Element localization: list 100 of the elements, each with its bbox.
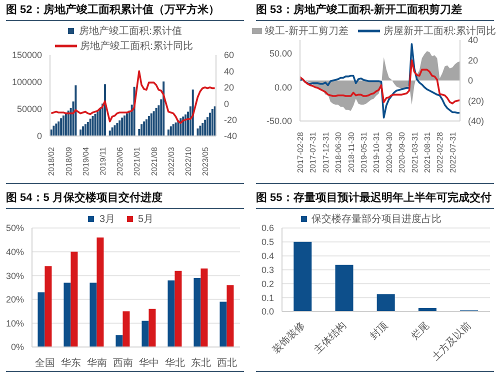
bar: [90, 282, 97, 347]
x-tick-label: 2022/03: [166, 146, 176, 176]
y2-tick-label: 0: [468, 76, 474, 86]
y-tick-label: 20%: [6, 294, 24, 305]
bar: [108, 130, 111, 136]
y2-tick-label: 20: [224, 82, 234, 93]
bar: [124, 115, 126, 136]
y2-tick-label: -40: [224, 131, 238, 142]
x-tick-label: 2020/06: [116, 146, 125, 176]
line-series: [299, 59, 461, 104]
x-tick-label: 2018-11-30: [346, 131, 356, 172]
bar: [174, 122, 177, 136]
bar: [150, 113, 152, 136]
x-tick-label: 土方及以前: [430, 320, 474, 364]
bar: [50, 130, 52, 136]
y-tick-label: 0: [36, 131, 42, 142]
y-tick-label: 10%: [6, 318, 24, 328]
bar: [140, 124, 143, 136]
bar: [58, 121, 60, 136]
bar: [376, 294, 395, 312]
y-tick-label: 50.00: [269, 48, 292, 59]
y-tick-label: 0.0: [261, 306, 274, 317]
bar: [84, 124, 86, 136]
x-tick-label: 2017-07-31: [308, 131, 318, 173]
bar: [148, 308, 156, 347]
x-tick-label: 2023/05: [201, 146, 210, 176]
x-tick-label: 装饰装修: [270, 320, 308, 356]
bar: [116, 335, 123, 347]
bar: [170, 126, 172, 136]
x-tick-label: 烂尾: [409, 320, 432, 342]
y-tick-label: 0.6: [261, 223, 274, 234]
bar: [60, 118, 62, 136]
bar: [152, 111, 155, 136]
bar: [52, 126, 55, 136]
bar: [174, 270, 182, 347]
bar: [226, 285, 234, 347]
bar: [155, 108, 158, 136]
bar: [294, 242, 312, 312]
y2-tick-label: 60: [224, 50, 234, 60]
bar: [94, 114, 96, 136]
bar: [126, 113, 128, 136]
bar: [38, 292, 45, 347]
bar: [146, 119, 148, 136]
x-tick-label: 2022/10: [184, 146, 193, 176]
bar: [116, 123, 118, 136]
legend-label: 3月: [99, 213, 115, 226]
y-tick-label: 50000: [16, 104, 42, 114]
chart-title: 图 54：5 月保交楼项目交付进度: [6, 188, 244, 209]
bar: [89, 118, 92, 136]
x-tick-label: 华中: [139, 357, 159, 369]
x-tick-label: 2017-12-31: [321, 131, 330, 173]
bar: [62, 115, 64, 136]
bar: [220, 302, 227, 347]
y-tick-label: 0.3: [261, 264, 274, 275]
bar: [55, 124, 58, 136]
y-tick-label: 0.00: [274, 82, 292, 92]
legend-label: 房地产竣工面积:累计同比: [80, 40, 193, 53]
bar: [64, 113, 67, 136]
x-tick-label: 2018-06-30: [334, 131, 344, 173]
legend-label: 保交楼存量部分项目进度占比: [312, 212, 442, 226]
bar: [335, 264, 354, 312]
y-tick-label: 0.2: [261, 278, 274, 289]
y-tick-label: 50%: [6, 223, 24, 234]
x-tick-label: 2019/04: [81, 146, 90, 176]
bar: [172, 124, 174, 136]
bar: [202, 123, 204, 136]
bar: [196, 128, 199, 136]
bar: [114, 125, 116, 136]
y2-tick-label: 0: [224, 98, 230, 109]
x-tick-label: 2021-03-31: [410, 131, 420, 173]
bar: [142, 320, 149, 347]
chart-title: 图 52：房地产竣工面积累计值（万平方米）: [6, 0, 244, 21]
x-tick-label: 东北: [191, 357, 211, 369]
x-tick-label: 2021/08: [150, 146, 159, 176]
bar: [168, 280, 175, 347]
y-tick-label: 150000: [12, 50, 42, 60]
y-tick-label: 100000: [12, 77, 42, 88]
legend-label: 房屋新开工面积:累计同比: [383, 24, 496, 37]
x-tick-label: 2022-07-31: [448, 131, 458, 173]
x-tick-label: 2020-09-30: [398, 131, 407, 173]
bar: [111, 127, 114, 136]
bar: [208, 112, 211, 136]
bar: [143, 121, 146, 136]
x-tick-label: 2019/11: [98, 146, 108, 176]
legend-label: 竣工-新开工剪刀差: [264, 24, 348, 38]
x-tick-label: 主体结构: [312, 320, 349, 356]
bar: [121, 118, 124, 136]
bar: [162, 81, 165, 136]
bar: [200, 268, 208, 347]
x-tick-label: 2017-02-28: [296, 131, 305, 173]
y-tick-label: 0.5: [261, 237, 274, 248]
x-tick-label: 华北: [165, 357, 185, 369]
bar: [82, 126, 84, 136]
y2-tick-label: -20: [224, 114, 238, 125]
y2-tick-label: 40: [468, 35, 478, 46]
x-tick-label: 西南: [113, 357, 133, 369]
bar: [67, 110, 70, 136]
bar: [86, 122, 89, 136]
bar: [44, 266, 52, 347]
y2-tick-label: 40: [224, 66, 234, 76]
